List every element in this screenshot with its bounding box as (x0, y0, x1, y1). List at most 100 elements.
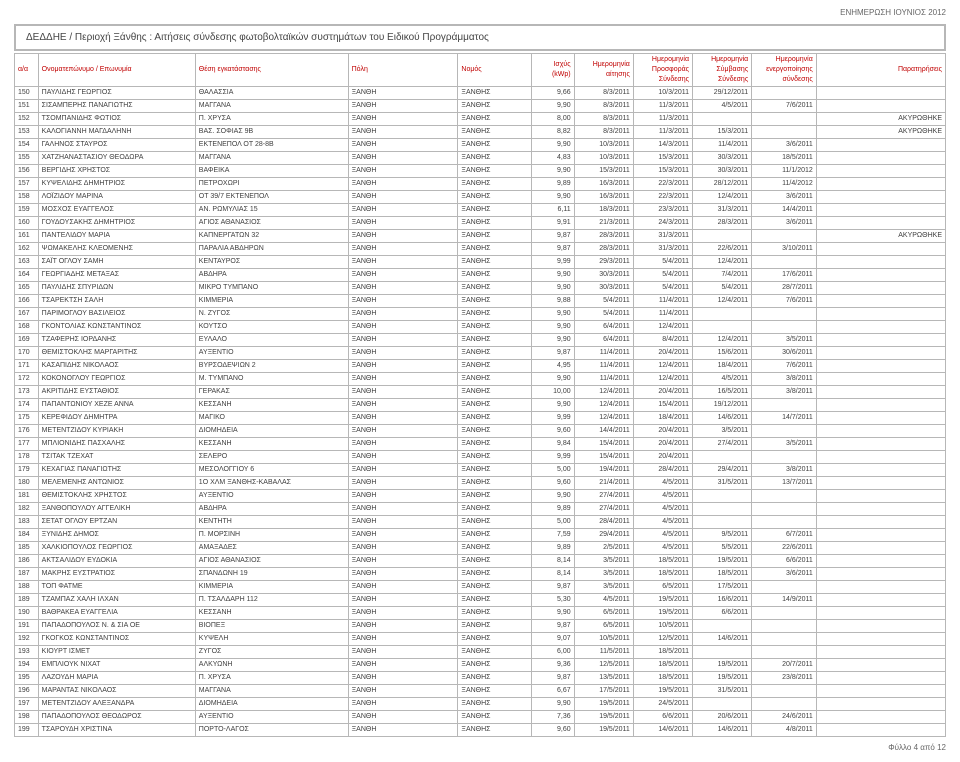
cell-name: ΛΑΖΟΥΔΗ ΜΑΡΙΑ (38, 672, 195, 685)
cell-d4: 17/6/2011 (752, 269, 817, 282)
table-row: 179ΚΕΧΑΓΙΑΣ ΠΑΝΑΓΙΩΤΗΣΜΕΣΟΛΟΓΓΙΟΥ 6ΞΑΝΘΗ… (15, 464, 946, 477)
cell-loc: ΚΕΣΣΑΝΗ (195, 399, 348, 412)
cell-kw: 9,84 (531, 438, 574, 451)
cell-kw: 9,90 (531, 373, 574, 386)
cell-d1: 30/3/2011 (574, 269, 633, 282)
table-row: 191ΠΑΠΑΔΟΠΟΥΛΟΣ Ν. & ΣΙΑ ΟΕΒΙΟΠΕΞΞΑΝΘΗΞΑ… (15, 620, 946, 633)
cell-d1: 19/4/2011 (574, 464, 633, 477)
cell-name: ΤΣΑΡΟΥΔΗ ΧΡΙΣΤΙΝΑ (38, 724, 195, 737)
cell-reg: ΞΑΝΘΗΣ (458, 529, 531, 542)
cell-d1: 28/4/2011 (574, 516, 633, 529)
cell-reg: ΞΑΝΘΗΣ (458, 581, 531, 594)
cell-notes (816, 360, 945, 373)
table-row: 168ΓΚΟΝΤΟΛΙΑΣ ΚΩΝΣΤΑΝΤΙΝΟΣΚΟΥΤΣΟΞΑΝΘΗΞΑΝ… (15, 321, 946, 334)
cell-loc: ΣΕΛΕΡΟ (195, 451, 348, 464)
cell-d3 (693, 503, 752, 516)
cell-loc: ΠΕΤΡΟΧΩΡΙ (195, 178, 348, 191)
col-header-name: Ονοματεπώνυμο / Επωνυμία (38, 54, 195, 87)
cell-reg: ΞΑΝΘΗΣ (458, 230, 531, 243)
cell-city: ΞΑΝΘΗ (348, 152, 458, 165)
cell-reg: ΞΑΝΘΗΣ (458, 477, 531, 490)
cell-d1: 6/5/2011 (574, 607, 633, 620)
cell-city: ΞΑΝΘΗ (348, 347, 458, 360)
cell-d2: 11/3/2011 (633, 113, 692, 126)
cell-reg: ΞΑΝΘΗΣ (458, 373, 531, 386)
table-row: 157ΚΥΨΕΛΙΔΗΣ ΔΗΜΗΤΡΙΟΣΠΕΤΡΟΧΩΡΙΞΑΝΘΗΞΑΝΘ… (15, 178, 946, 191)
cell-reg: ΞΑΝΘΗΣ (458, 347, 531, 360)
cell-name: ΞΥΝΙΔΗΣ ΔΗΜΟΣ (38, 529, 195, 542)
cell-d2: 6/5/2011 (633, 581, 692, 594)
cell-d4: 3/6/2011 (752, 568, 817, 581)
cell-kw: 7,36 (531, 711, 574, 724)
cell-idx: 198 (15, 711, 39, 724)
cell-loc: ΑΛΚΥΩΝΗ (195, 659, 348, 672)
cell-notes (816, 477, 945, 490)
cell-d4: 7/6/2011 (752, 360, 817, 373)
cell-reg: ΞΑΝΘΗΣ (458, 256, 531, 269)
cell-kw: 5,00 (531, 464, 574, 477)
cell-name: ΓΕΩΡΓΙΑΔΗΣ ΜΕΤΑΞΑΣ (38, 269, 195, 282)
cell-d3: 17/5/2011 (693, 581, 752, 594)
cell-name: ΣΕΤΑΤ ΟΓΛΟΥ ΕΡΤΖΑΝ (38, 516, 195, 529)
cell-d1: 19/5/2011 (574, 724, 633, 737)
cell-city: ΞΑΝΘΗ (348, 698, 458, 711)
cell-notes (816, 503, 945, 516)
cell-d3 (693, 113, 752, 126)
cell-city: ΞΑΝΘΗ (348, 373, 458, 386)
cell-name: ΕΜΠΛΙΟΥΚ ΝΙΧΑΤ (38, 659, 195, 672)
cell-loc: ΑΥΞΕΝΤΙΟ (195, 490, 348, 503)
cell-kw: 9,66 (531, 87, 574, 100)
cell-d1: 19/5/2011 (574, 711, 633, 724)
cell-notes: ΑΚΥΡΩΘΗΚΕ (816, 126, 945, 139)
cell-notes: ΑΚΥΡΩΘΗΚΕ (816, 113, 945, 126)
cell-d2: 28/4/2011 (633, 464, 692, 477)
cell-d2: 4/5/2011 (633, 529, 692, 542)
cell-d4: 6/7/2011 (752, 529, 817, 542)
cell-name: ΠΑΠΑΝΤΩΝΙΟΥ ΧΕΖΕ ΑΝΝΑ (38, 399, 195, 412)
cell-d4 (752, 425, 817, 438)
cell-loc: ΒΙΟΠΕΞ (195, 620, 348, 633)
cell-d4: 4/8/2011 (752, 724, 817, 737)
cell-idx: 158 (15, 191, 39, 204)
cell-d1: 19/5/2011 (574, 698, 633, 711)
cell-d2: 15/3/2011 (633, 165, 692, 178)
cell-d3: 15/6/2011 (693, 347, 752, 360)
cell-d2: 20/4/2011 (633, 438, 692, 451)
cell-d4: 22/6/2011 (752, 542, 817, 555)
cell-d4: 23/8/2011 (752, 672, 817, 685)
cell-name: ΚΑΣΑΠΙΔΗΣ ΝΙΚΟΛΑΟΣ (38, 360, 195, 373)
cell-idx: 193 (15, 646, 39, 659)
cell-reg: ΞΑΝΘΗΣ (458, 295, 531, 308)
cell-loc: ΚΕΣΣΑΝΗ (195, 438, 348, 451)
cell-notes (816, 698, 945, 711)
cell-notes (816, 139, 945, 152)
cell-loc: ΖΥΓΟΣ (195, 646, 348, 659)
report-period: ΕΝΗΜΕΡΩΣΗ ΙΟΥΝΙΟΣ 2012 (840, 8, 946, 17)
cell-d4 (752, 516, 817, 529)
cell-reg: ΞΑΝΘΗΣ (458, 412, 531, 425)
cell-d3: 4/5/2011 (693, 373, 752, 386)
cell-city: ΞΑΝΘΗ (348, 217, 458, 230)
cell-city: ΞΑΝΘΗ (348, 542, 458, 555)
cell-notes (816, 295, 945, 308)
cell-loc: ΚΕΝΤΑΥΡΟΣ (195, 256, 348, 269)
cell-name: ΜΕΛΕΜΕΝΗΣ ΑΝΤΩΝΙΟΣ (38, 477, 195, 490)
cell-reg: ΞΑΝΘΗΣ (458, 516, 531, 529)
cell-d4 (752, 607, 817, 620)
cell-kw: 5,00 (531, 516, 574, 529)
cell-d1: 30/3/2011 (574, 282, 633, 295)
table-row: 182ΞΑΝΘΟΠΟΥΛΟΥ ΑΓΓΕΛΙΚΗΑΒΔΗΡΑΞΑΝΘΗΞΑΝΘΗΣ… (15, 503, 946, 516)
cell-kw: 9,90 (531, 100, 574, 113)
cell-idx: 174 (15, 399, 39, 412)
cell-kw: 9,90 (531, 139, 574, 152)
cell-idx: 150 (15, 87, 39, 100)
cell-kw: 9,60 (531, 425, 574, 438)
cell-name: ΜΠΛΙΟΝΙΔΗΣ ΠΑΣΧΑΛΗΣ (38, 438, 195, 451)
cell-d1: 10/5/2011 (574, 633, 633, 646)
cell-loc: ΣΠΑΝΔΩΝΗ 19 (195, 568, 348, 581)
cell-name: ΤΣΟΜΠΑΝΙΔΗΣ ΦΩΤΙΟΣ (38, 113, 195, 126)
cell-d2: 23/3/2011 (633, 204, 692, 217)
cell-notes (816, 529, 945, 542)
cell-d3: 12/4/2011 (693, 191, 752, 204)
cell-reg: ΞΑΝΘΗΣ (458, 399, 531, 412)
